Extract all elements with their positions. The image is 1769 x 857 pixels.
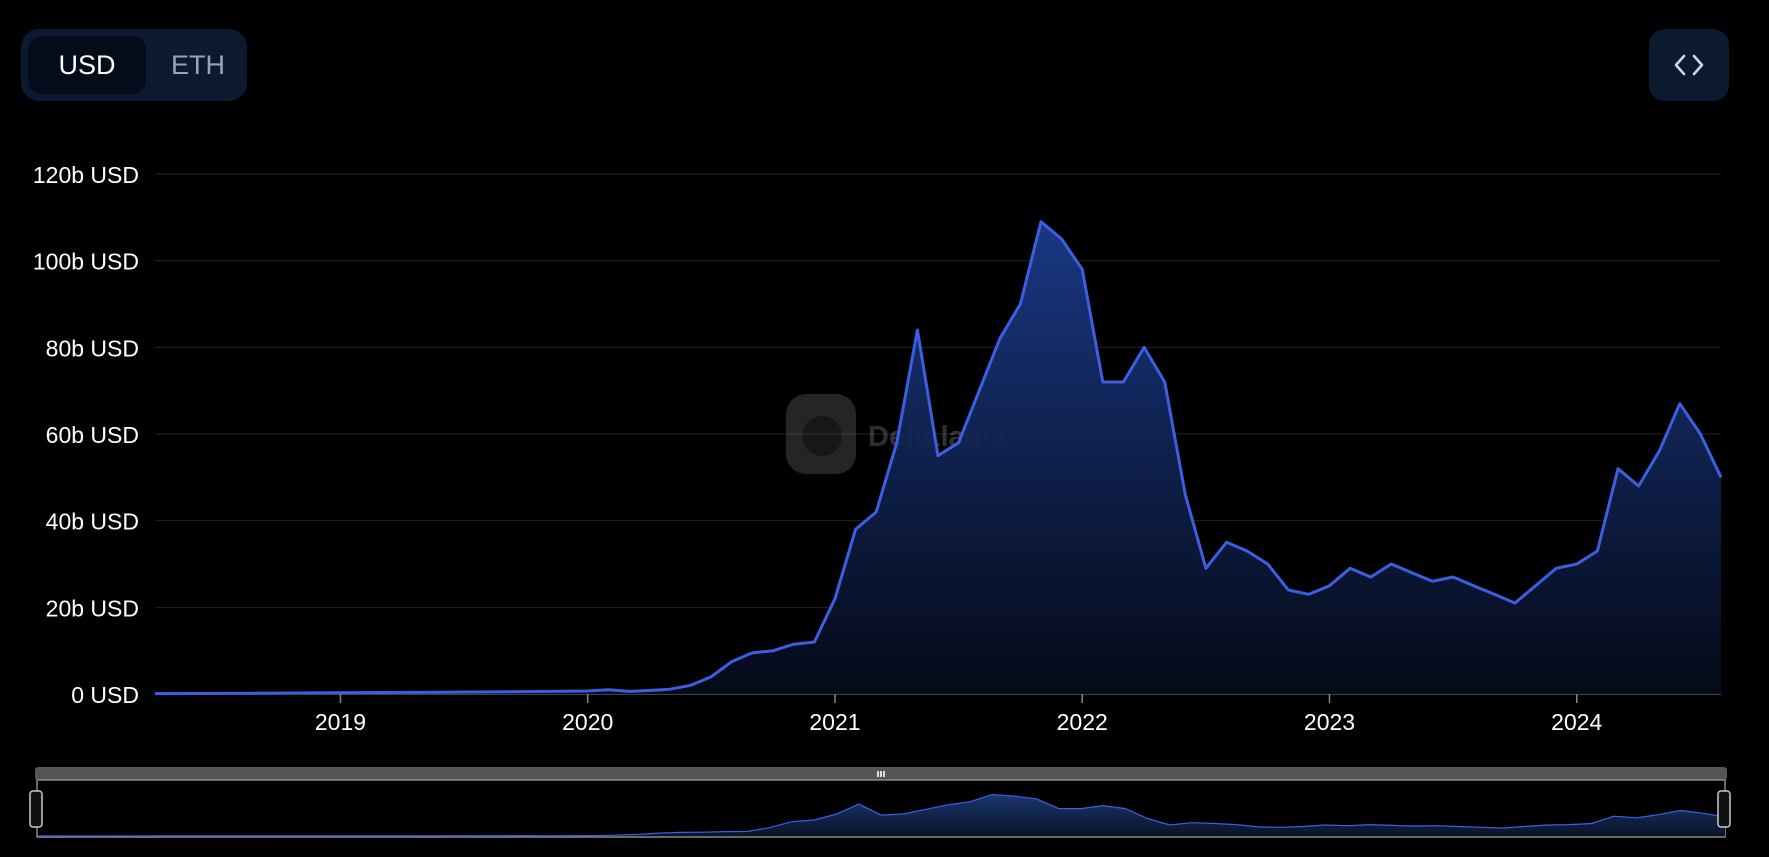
x-axis: 2019 2020 2021 2022 2023 2024 (315, 694, 1603, 735)
x-tick-label: 2020 (562, 709, 613, 735)
llama-logo-icon (786, 394, 856, 474)
x-tick-label: 2019 (315, 709, 366, 735)
y-axis: 0 USD 20b USD 40b USD 60b USD 80b USD 100b US… (33, 162, 139, 708)
embed-button[interactable] (1649, 29, 1729, 101)
y-tick-label: 0 USD (71, 682, 139, 708)
navigator-series (36, 793, 1726, 837)
x-tick-label: 2023 (1304, 709, 1355, 735)
y-tick-label: 100b USD (33, 249, 139, 275)
navigator-line (36, 793, 1726, 837)
tvl-line (154, 220, 1723, 696)
series-group (154, 220, 1723, 696)
x-tick-label: 2022 (1057, 709, 1108, 735)
x-tick-label: 2021 (809, 709, 860, 735)
scrollbar-grip-icon (877, 771, 885, 777)
y-tick-label: 20b USD (46, 595, 139, 621)
x-tick-label: 2024 (1551, 709, 1602, 735)
y-tick-label: 120b USD (33, 162, 139, 188)
y-tick-label: 80b USD (46, 335, 139, 361)
usd-toggle-button[interactable]: USD (28, 36, 146, 94)
currency-toggle: USD ETH (21, 29, 247, 101)
navigator-left-handle[interactable] (29, 790, 43, 828)
code-embed-icon (1674, 54, 1704, 76)
y-tick-label: 40b USD (46, 509, 139, 535)
y-tick-label: 60b USD (46, 422, 139, 448)
range-navigator[interactable] (29, 767, 1731, 838)
eth-toggle-button[interactable]: ETH (171, 50, 225, 80)
tvl-area (155, 221, 1721, 694)
navigator-right-handle[interactable] (1717, 790, 1731, 828)
